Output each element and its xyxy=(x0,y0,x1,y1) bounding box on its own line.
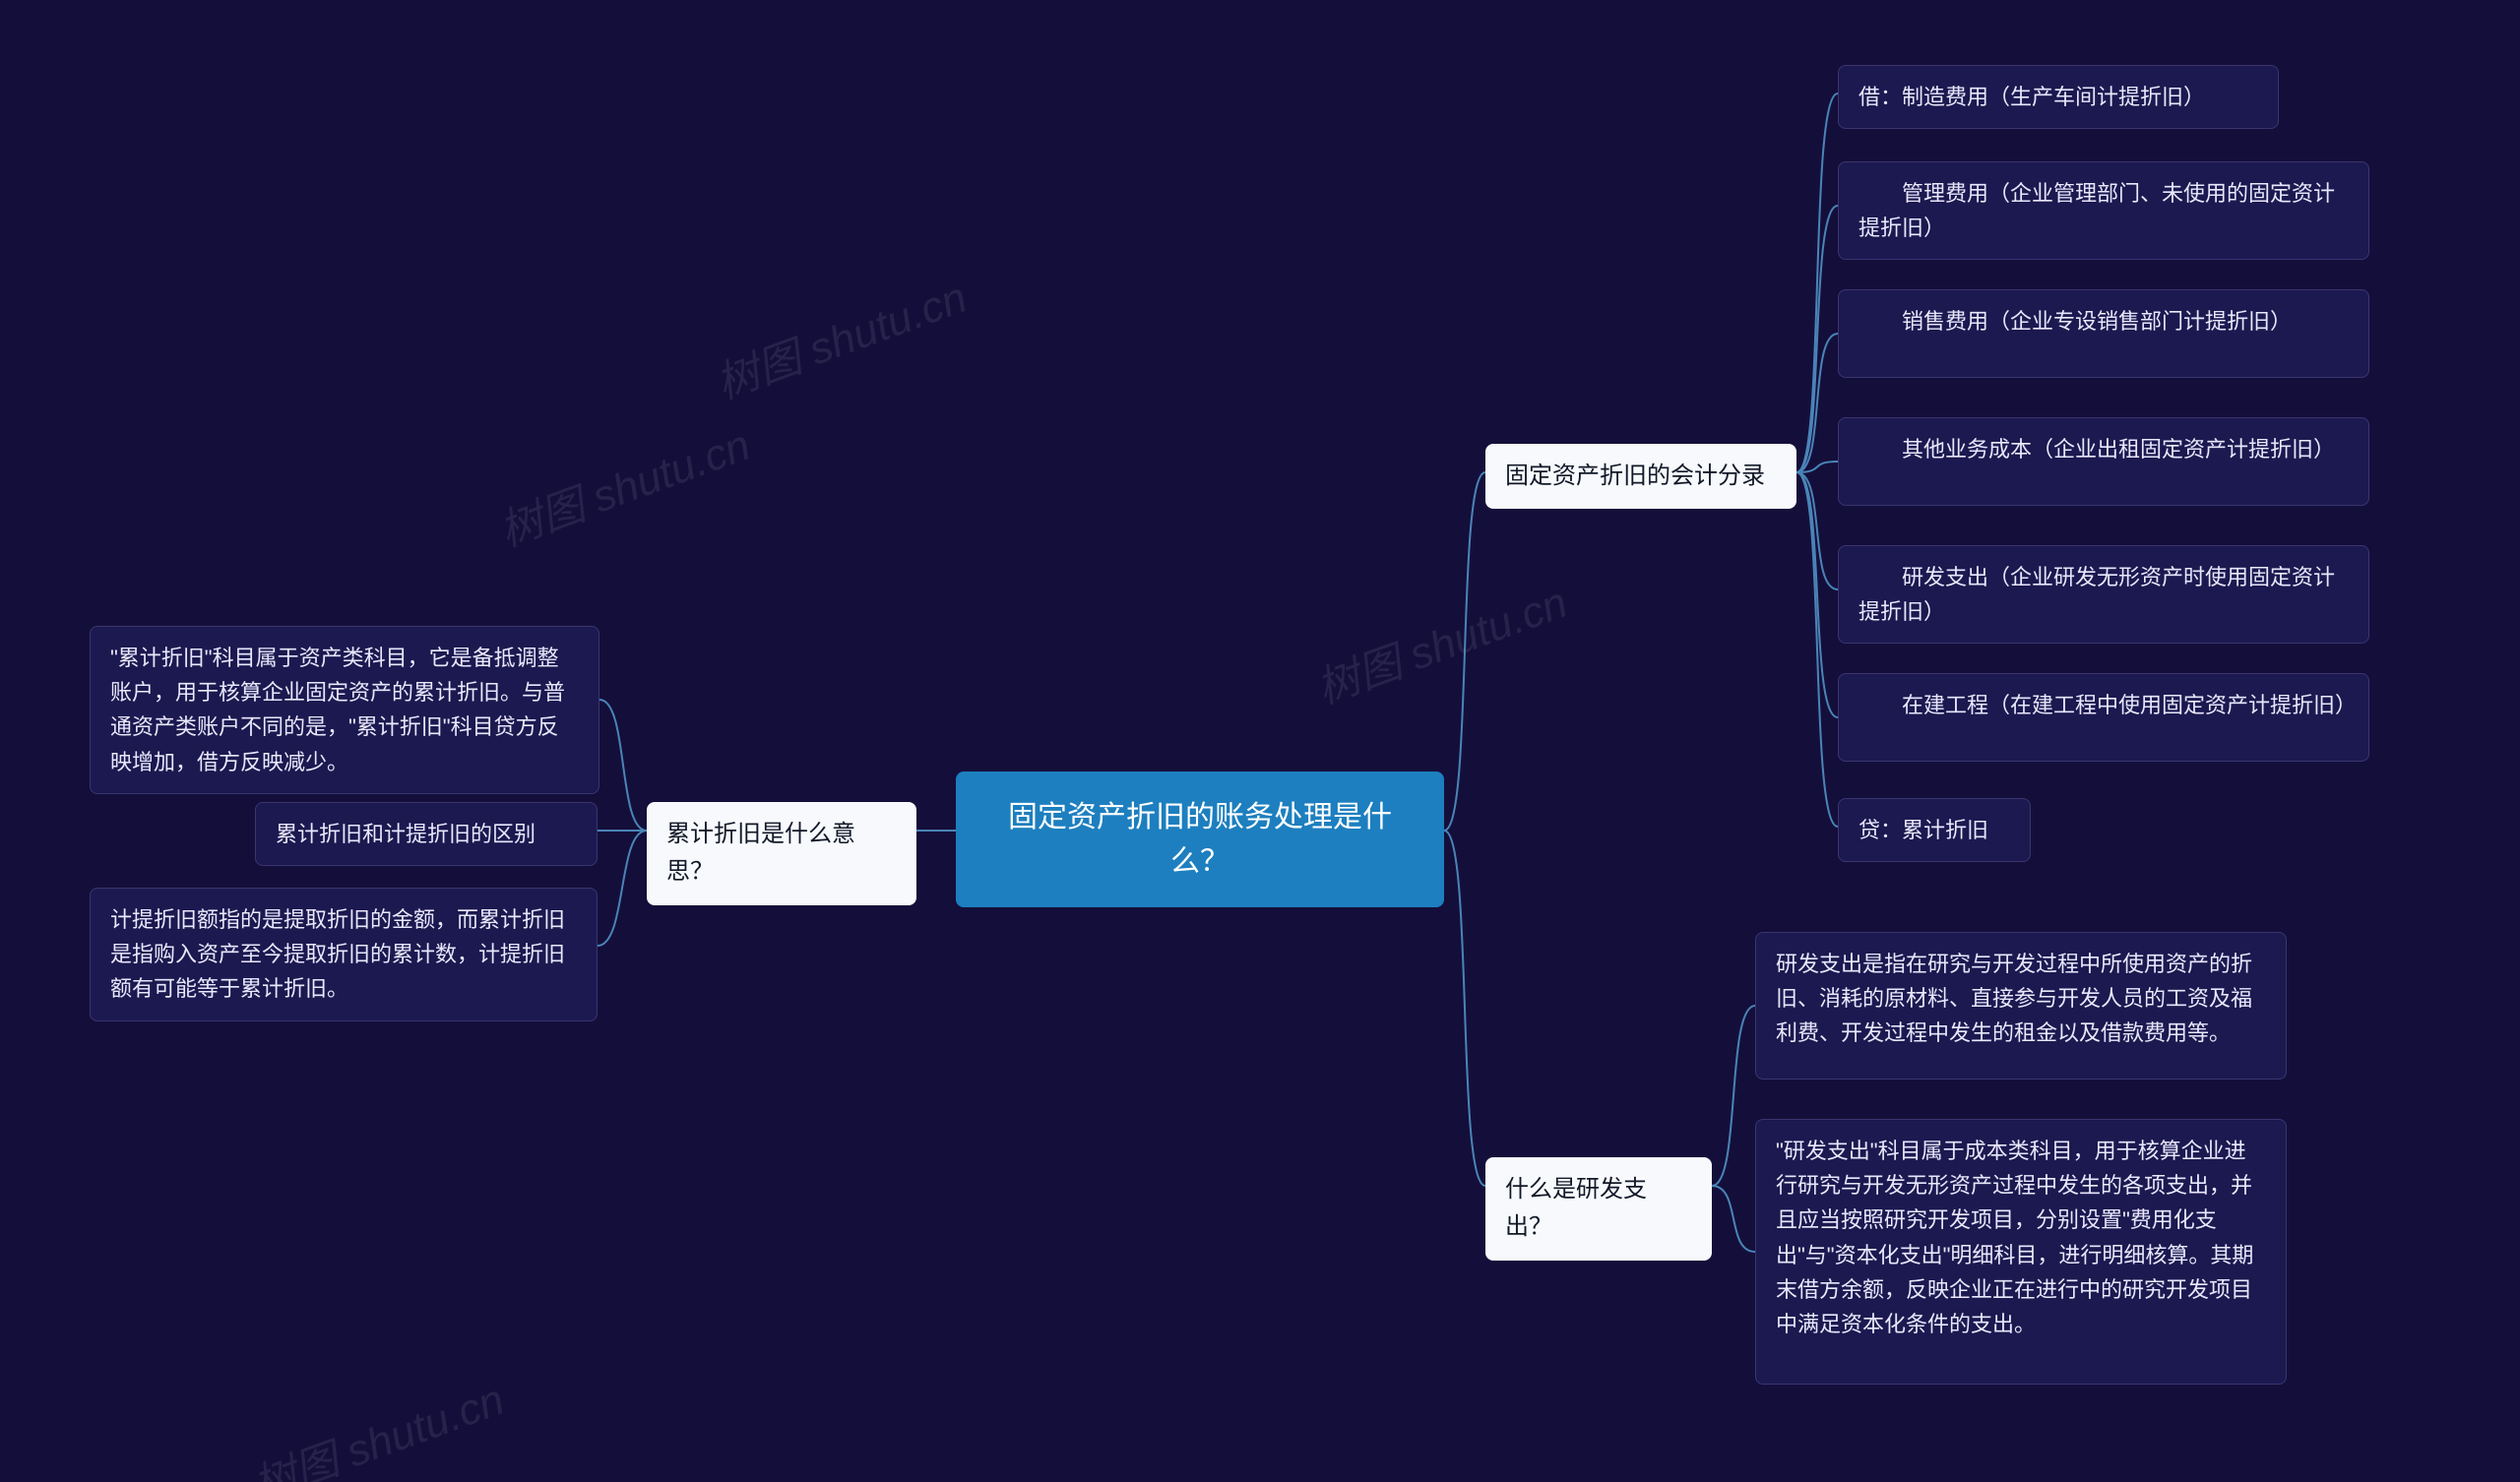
leaf-node[interactable]: 在建工程（在建工程中使用固定资产计提折旧） xyxy=(1838,673,2369,762)
leaf-node[interactable]: "研发支出"科目属于成本类科目，用于核算企业进行研究与开发无形资产过程中发生的各… xyxy=(1755,1119,2287,1385)
leaf-node[interactable]: 研发支出（企业研发无形资产时使用固定资计提折旧） xyxy=(1838,545,2369,644)
leaf-node[interactable]: 借：制造费用（生产车间计提折旧） xyxy=(1838,65,2279,129)
root-node[interactable]: 固定资产折旧的账务处理是什么？ xyxy=(956,772,1444,907)
watermark: 树图 shutu.cn xyxy=(243,1364,511,1482)
watermark: 树图 shutu.cn xyxy=(489,409,757,558)
leaf-node[interactable]: 其他业务成本（企业出租固定资产计提折旧） xyxy=(1838,417,2369,506)
leaf-node[interactable]: 管理费用（企业管理部门、未使用的固定资计提折旧） xyxy=(1838,161,2369,260)
leaf-node[interactable]: 贷：累计折旧 xyxy=(1838,798,2031,862)
leaf-node[interactable]: 累计折旧和计提折旧的区别 xyxy=(255,802,598,866)
branch-node[interactable]: 累计折旧是什么意思？ xyxy=(647,802,916,905)
leaf-node[interactable]: 研发支出是指在研究与开发过程中所使用资产的折旧、消耗的原材料、直接参与开发人员的… xyxy=(1755,932,2287,1080)
watermark: 树图 shutu.cn xyxy=(706,262,974,410)
leaf-node[interactable]: "累计折旧"科目属于资产类科目，它是备抵调整账户，用于核算企业固定资产的累计折旧… xyxy=(90,626,599,794)
leaf-node[interactable]: 销售费用（企业专设销售部门计提折旧） xyxy=(1838,289,2369,378)
branch-node[interactable]: 什么是研发支出？ xyxy=(1485,1157,1712,1261)
leaf-node[interactable]: 计提折旧额指的是提取折旧的金额，而累计折旧是指购入资产至今提取折旧的累计数，计提… xyxy=(90,888,598,1021)
watermark: 树图 shutu.cn xyxy=(1306,567,1574,715)
branch-node[interactable]: 固定资产折旧的会计分录 xyxy=(1485,444,1796,509)
mindmap-canvas: 树图 shutu.cn 树图 shutu.cn 树图 shutu.cn 树图 s… xyxy=(0,0,2520,1482)
